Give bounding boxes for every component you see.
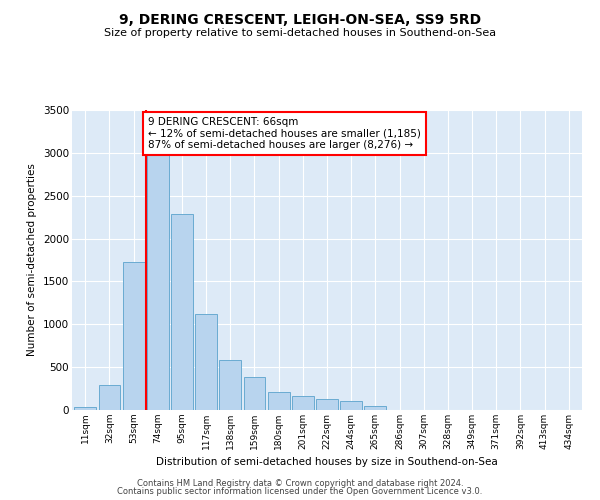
Bar — [171, 214, 193, 410]
Bar — [268, 392, 290, 410]
Text: 9, DERING CRESCENT, LEIGH-ON-SEA, SS9 5RD: 9, DERING CRESCENT, LEIGH-ON-SEA, SS9 5R… — [119, 12, 481, 26]
Bar — [220, 360, 241, 410]
Bar — [244, 376, 265, 410]
Bar — [74, 408, 96, 410]
Bar — [340, 402, 362, 410]
Bar — [316, 399, 338, 410]
Y-axis label: Number of semi-detached properties: Number of semi-detached properties — [28, 164, 37, 356]
Text: 9 DERING CRESCENT: 66sqm
← 12% of semi-detached houses are smaller (1,185)
87% o: 9 DERING CRESCENT: 66sqm ← 12% of semi-d… — [148, 117, 421, 150]
X-axis label: Distribution of semi-detached houses by size in Southend-on-Sea: Distribution of semi-detached houses by … — [156, 458, 498, 468]
Bar — [364, 406, 386, 410]
Bar — [147, 129, 169, 410]
Text: Size of property relative to semi-detached houses in Southend-on-Sea: Size of property relative to semi-detach… — [104, 28, 496, 38]
Bar — [195, 314, 217, 410]
Bar — [123, 262, 145, 410]
Text: Contains HM Land Registry data © Crown copyright and database right 2024.: Contains HM Land Registry data © Crown c… — [137, 478, 463, 488]
Text: Contains public sector information licensed under the Open Government Licence v3: Contains public sector information licen… — [118, 487, 482, 496]
Bar — [292, 396, 314, 410]
Bar — [98, 385, 121, 410]
